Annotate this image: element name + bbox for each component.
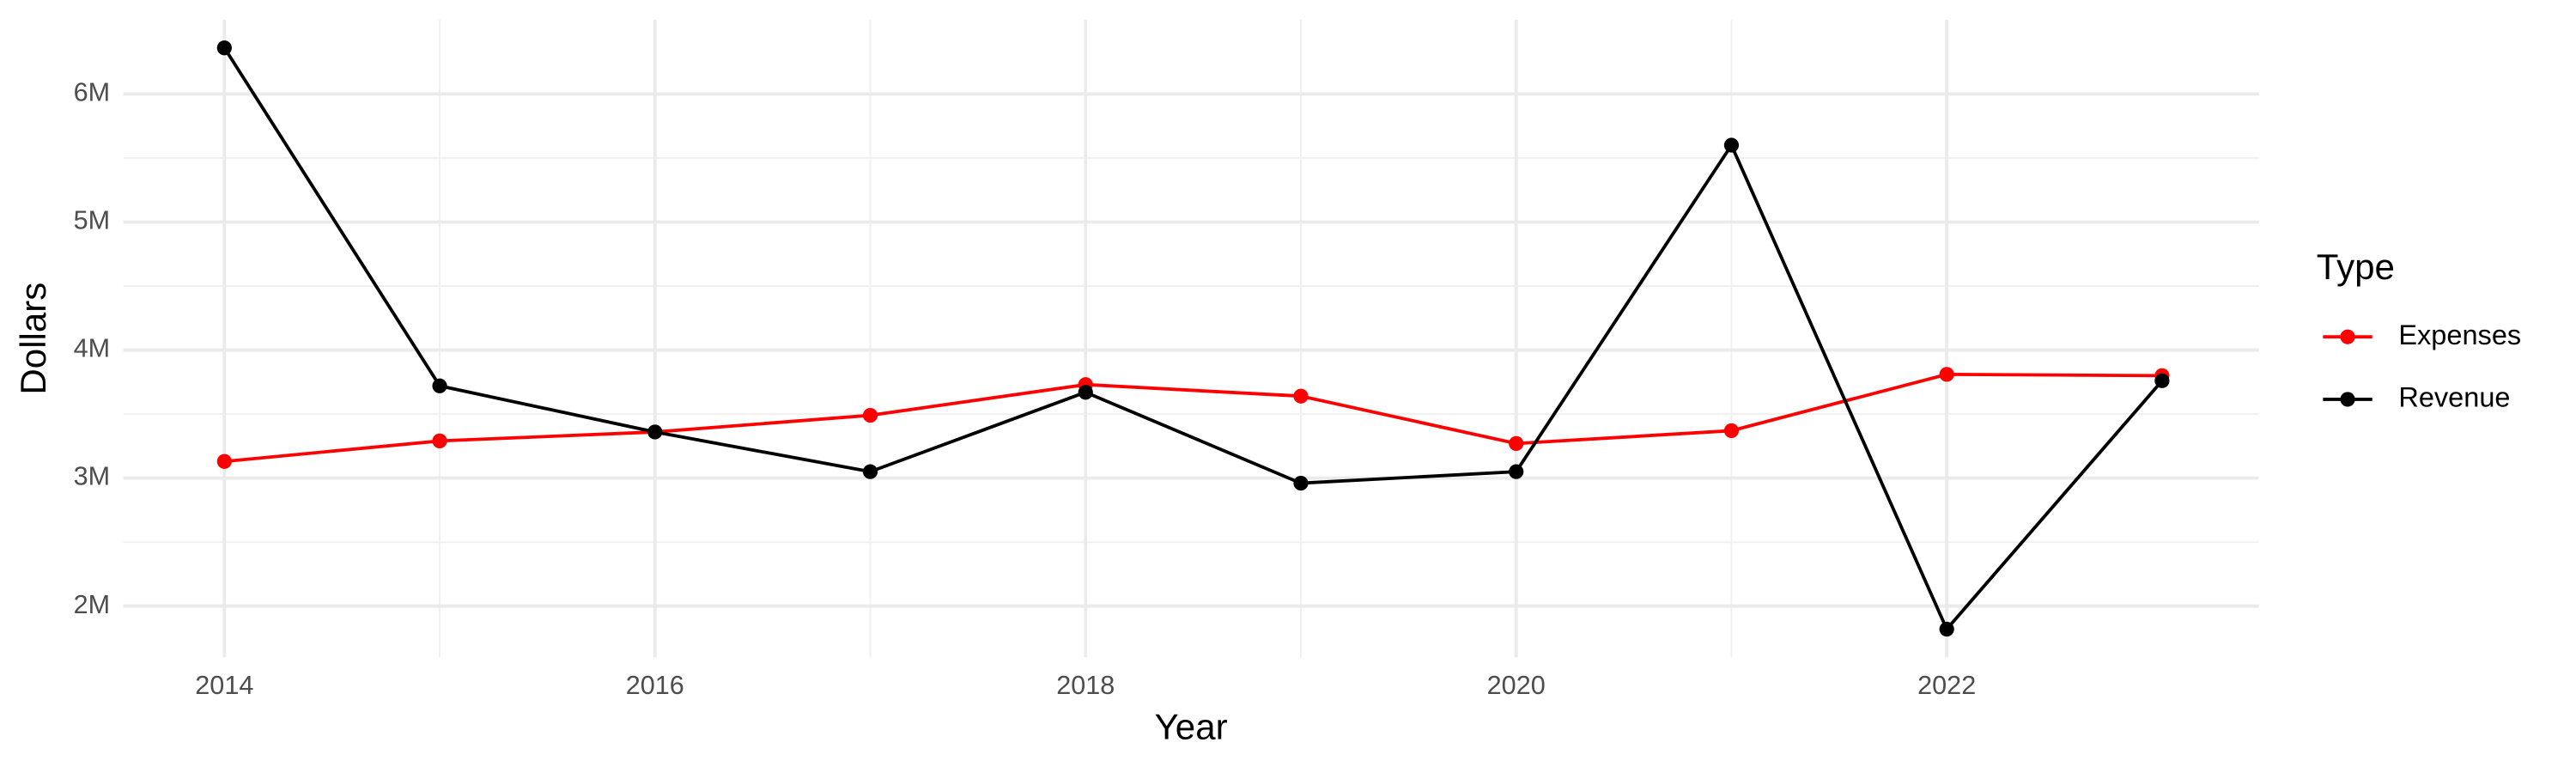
legend-title: Type bbox=[2317, 247, 2395, 287]
y-tick-label: 3M bbox=[74, 462, 111, 491]
point bbox=[1723, 423, 1740, 439]
x-tick-label: 2016 bbox=[626, 671, 684, 700]
y-tick-label: 4M bbox=[74, 334, 111, 363]
point bbox=[1078, 385, 1093, 400]
point bbox=[1723, 137, 1740, 153]
point bbox=[862, 464, 878, 479]
point bbox=[1939, 367, 1954, 382]
line bbox=[222, 46, 2164, 633]
x-axis-title: Year bbox=[1155, 707, 1228, 747]
x-tick-label: 2022 bbox=[1917, 671, 1976, 700]
point bbox=[1293, 475, 1309, 491]
point bbox=[216, 453, 232, 469]
y-tick-label: 2M bbox=[74, 590, 111, 619]
x-tick-label: 2018 bbox=[1056, 671, 1115, 700]
x-tick-label: 2020 bbox=[1487, 671, 1546, 700]
point bbox=[1509, 435, 1524, 451]
point bbox=[432, 433, 447, 448]
legend-point bbox=[2340, 392, 2355, 407]
y-tick-label: 5M bbox=[74, 206, 111, 235]
point bbox=[862, 407, 878, 423]
point bbox=[1939, 621, 1954, 637]
legend-label: Revenue bbox=[2398, 382, 2510, 413]
point bbox=[1293, 388, 1309, 404]
point bbox=[647, 424, 663, 440]
legend-label: Expenses bbox=[2398, 320, 2521, 350]
y-axis-title: Dollars bbox=[13, 283, 53, 395]
line bbox=[224, 372, 2162, 464]
x-tick-label: 2014 bbox=[195, 671, 253, 700]
y-tick-label: 6M bbox=[74, 78, 111, 107]
legend-point bbox=[2340, 329, 2355, 344]
point bbox=[1509, 464, 1524, 479]
point bbox=[2154, 373, 2170, 388]
grid bbox=[123, 19, 2259, 658]
point bbox=[432, 378, 447, 393]
point bbox=[216, 40, 232, 56]
